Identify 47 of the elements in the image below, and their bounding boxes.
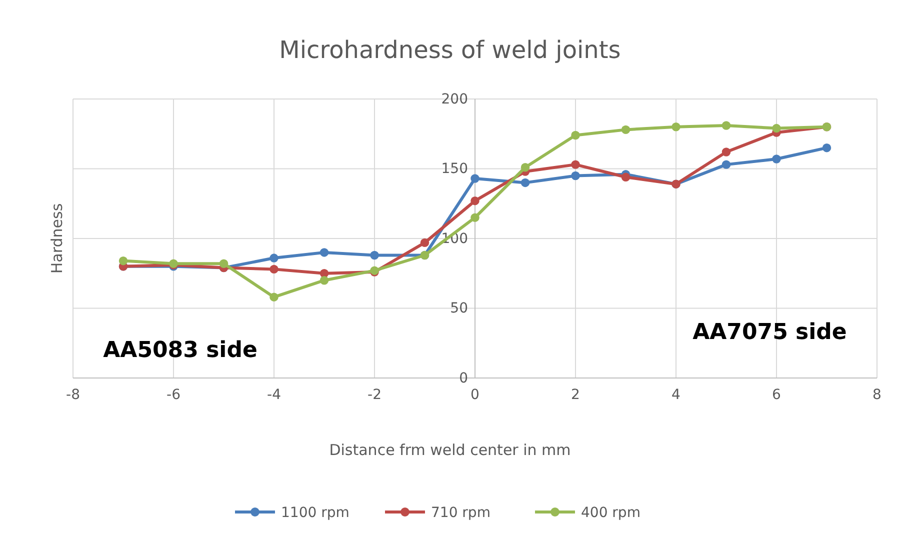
point [571, 171, 580, 180]
point [470, 213, 480, 222]
y-tick-label: 200 [441, 91, 468, 108]
point [118, 256, 128, 266]
annotation: AA5083 side [103, 338, 258, 364]
legend-label: 1100 rpm [281, 505, 350, 521]
x-tick-label: 6 [772, 386, 782, 403]
y-tick-label: 50 [450, 300, 468, 317]
point [420, 238, 430, 248]
x-tick-label: -2 [368, 386, 382, 403]
legend-label: 710 rpm [431, 505, 490, 521]
point [270, 254, 278, 262]
point [320, 276, 329, 285]
point [571, 160, 580, 169]
x-axis-title: Distance frm weld center in mm [329, 441, 571, 459]
point [571, 130, 580, 140]
y-tick-label: 150 [441, 161, 468, 178]
x-tick-label: -8 [66, 386, 80, 403]
x-tick-label: 8 [872, 386, 882, 403]
y-tick-label: 0 [459, 370, 468, 386]
legend-label: 400 rpm [581, 505, 640, 521]
point [370, 250, 379, 260]
point [722, 121, 731, 130]
x-tick-label: 2 [571, 386, 580, 403]
point [270, 292, 278, 302]
x-tick-label: -6 [166, 386, 181, 403]
point [772, 154, 781, 164]
point [772, 124, 781, 133]
x-tick-label: -4 [267, 386, 282, 403]
point [520, 178, 530, 188]
annotation: AA7075 side [692, 320, 847, 345]
point [470, 174, 480, 183]
point [520, 162, 530, 172]
point [722, 160, 731, 169]
point [320, 248, 329, 257]
point [621, 125, 630, 134]
chart-title: Microhardness of weld joints [279, 36, 621, 64]
point [621, 172, 630, 182]
point [722, 148, 731, 156]
point [470, 196, 480, 206]
x-tick-label: 0 [470, 386, 480, 403]
point [219, 259, 228, 268]
point [672, 122, 680, 132]
point [270, 264, 278, 274]
point [822, 143, 832, 152]
x-tick-label: 4 [672, 386, 681, 403]
y-axis-title: Hardness [48, 203, 66, 274]
